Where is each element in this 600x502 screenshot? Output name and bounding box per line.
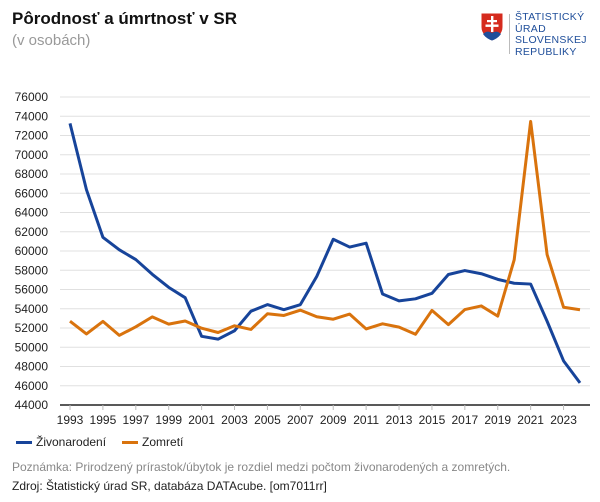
legend-label: Živonarodení xyxy=(36,435,107,449)
y-tick-label: 66000 xyxy=(15,186,49,200)
logo-line: SLOVENSKEJ xyxy=(515,34,587,46)
legend-label: Zomretí xyxy=(142,435,184,449)
x-tick-label: 2001 xyxy=(188,413,215,427)
y-tick-label: 76000 xyxy=(15,90,49,104)
logo-text: ŠTATISTICKÝ ÚRAD SLOVENSKEJ REPUBLIKY xyxy=(515,11,587,58)
y-tick-label: 60000 xyxy=(15,244,49,258)
x-tick-label: 1997 xyxy=(122,413,149,427)
x-tick-label: 2021 xyxy=(517,413,544,427)
x-tick-label: 2011 xyxy=(353,413,379,427)
y-tick-label: 44000 xyxy=(15,398,49,412)
y-tick-label: 46000 xyxy=(15,379,49,393)
legend: Živonarodení Zomretí xyxy=(16,435,183,449)
x-tick-label: 2019 xyxy=(484,413,511,427)
logo-line: ÚRAD xyxy=(515,22,546,35)
x-tick-label: 2003 xyxy=(221,413,248,427)
x-tick-label: 1995 xyxy=(90,413,117,427)
legend-swatch xyxy=(122,441,139,445)
note: Poznámka: Prirodzený prírastok/úbytok je… xyxy=(12,460,511,474)
x-tick-label: 2017 xyxy=(451,413,478,427)
legend-item-deaths: Zomretí xyxy=(122,435,183,449)
series-line-deaths xyxy=(69,119,581,337)
y-tick-label: 52000 xyxy=(15,321,49,335)
chart-title: Pôrodnosť a úmrtnosť v SR xyxy=(12,9,238,28)
legend-item-births: Živonarodení xyxy=(16,435,106,449)
x-tick-label: 2005 xyxy=(254,413,281,427)
y-tick-label: 68000 xyxy=(15,167,49,181)
y-tick-label: 72000 xyxy=(15,129,49,143)
y-tick-label: 56000 xyxy=(15,283,49,297)
slovak-coat-of-arms-icon xyxy=(480,12,504,42)
y-tick-label: 50000 xyxy=(15,340,49,354)
x-tick-label: 2023 xyxy=(550,413,577,427)
y-tick-label: 54000 xyxy=(15,302,49,316)
y-tick-label: 58000 xyxy=(15,263,49,277)
y-tick-label: 48000 xyxy=(15,360,49,374)
x-tick-label: 2013 xyxy=(386,413,413,427)
y-tick-label: 74000 xyxy=(15,109,49,123)
x-tick-label: 2007 xyxy=(287,413,314,427)
y-tick-label: 70000 xyxy=(15,148,49,162)
chart-subtitle: (v osobách) xyxy=(12,32,91,49)
x-tick-label: 2015 xyxy=(419,413,446,427)
source: Zdroj: Štatistický úrad SR, databáza DAT… xyxy=(12,479,327,493)
series-line-births xyxy=(68,123,582,384)
x-tick-label: 2009 xyxy=(320,413,347,427)
logo-line: REPUBLIKY xyxy=(515,45,577,58)
legend-swatch xyxy=(16,441,32,445)
x-tick-label: 1999 xyxy=(155,413,182,427)
logo-line: ŠTATISTICKÝ xyxy=(515,11,585,23)
y-tick-label: 64000 xyxy=(15,206,49,220)
y-tick-label: 62000 xyxy=(15,225,49,239)
x-tick-label: 1993 xyxy=(57,413,84,427)
line-chart: 44000 46000 48000 50000 52000 54000 56000 58000… xyxy=(15,90,590,427)
logo-divider xyxy=(509,14,510,54)
